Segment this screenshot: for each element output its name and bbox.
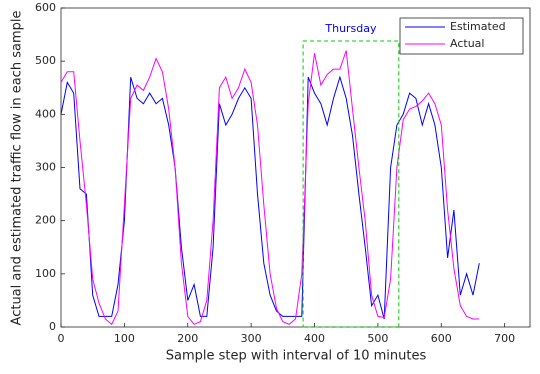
- x-tick-label: 200: [177, 332, 198, 345]
- y-tick-label: 600: [35, 1, 56, 14]
- highlight-box: [302, 40, 400, 328]
- x-tick-label: 400: [304, 332, 325, 345]
- y-tick-label: 100: [35, 267, 56, 280]
- series-line: [60, 50, 480, 326]
- y-tick-label: 300: [35, 161, 56, 174]
- x-tick-label: 600: [431, 332, 452, 345]
- x-tick-label: 300: [241, 332, 262, 345]
- plot-frame: [60, 7, 531, 328]
- x-tick-label: 500: [367, 332, 388, 345]
- x-tick-label: 100: [114, 332, 135, 345]
- x-tick-label: 0: [58, 332, 65, 345]
- legend-label: Estimated: [450, 20, 506, 33]
- series-line: [60, 75, 480, 320]
- legend-box: [399, 17, 524, 55]
- legend-label: Actual: [450, 37, 484, 50]
- x-axis-label: Sample step with interval of 10 minutes: [166, 349, 427, 364]
- y-tick-label: 200: [35, 214, 56, 227]
- y-axis-label: Actual and estimated traffic flow in eac…: [10, 11, 25, 326]
- y-tick-label: 0: [49, 320, 56, 333]
- x-tick-label: 700: [494, 332, 515, 345]
- y-tick-label: 400: [35, 107, 56, 120]
- y-tick-label: 500: [35, 54, 56, 67]
- highlight-label: Thursday: [324, 22, 377, 35]
